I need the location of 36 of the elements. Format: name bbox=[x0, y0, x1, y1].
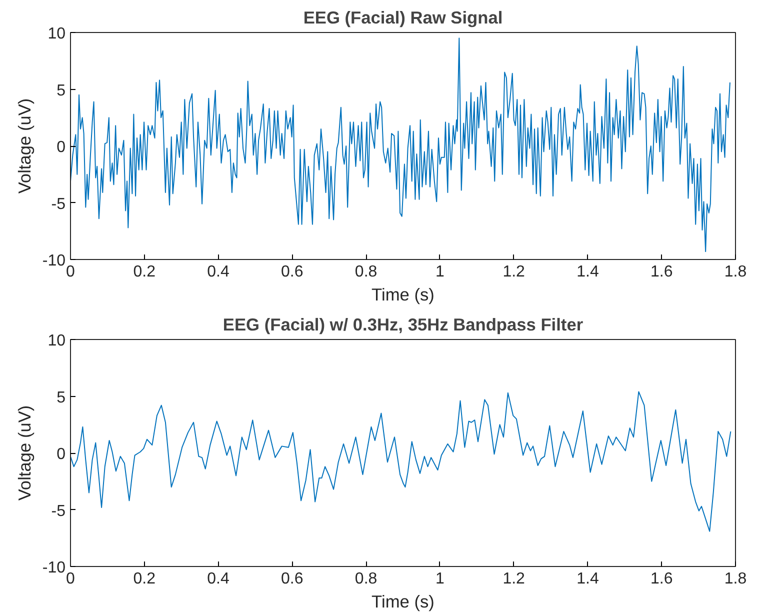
x-tick-label: 1.8 bbox=[724, 264, 747, 280]
line-series bbox=[70, 38, 730, 252]
y-tick-label: -5 bbox=[51, 196, 66, 213]
x-tick-label: 0.6 bbox=[281, 264, 304, 280]
x-tick-label: 1.6 bbox=[650, 570, 673, 588]
y-axis-title: Voltage (uV) bbox=[14, 98, 34, 194]
x-tick-label: 1 bbox=[435, 570, 444, 588]
x-tick-label: 1.4 bbox=[576, 264, 599, 280]
chart-title: EEG (Facial) Raw Signal bbox=[303, 8, 503, 28]
x-tick-label: 1.4 bbox=[576, 570, 599, 588]
x-tick-label: 1.2 bbox=[502, 264, 526, 280]
y-tick-label: 5 bbox=[56, 82, 66, 100]
x-axis-title: Time (s) bbox=[372, 284, 434, 304]
y-tick-label: 10 bbox=[48, 332, 66, 350]
x-tick-label: 0.2 bbox=[133, 570, 156, 588]
y-tick-label: 5 bbox=[56, 389, 66, 406]
y-tick-label: -10 bbox=[42, 560, 66, 576]
y-tick-label: 0 bbox=[56, 446, 66, 463]
x-axis-title: Time (s) bbox=[372, 592, 434, 612]
x-tick-label: 0.8 bbox=[354, 264, 378, 280]
x-tick-label: 0.6 bbox=[281, 570, 304, 588]
y-tick-label: -5 bbox=[51, 502, 66, 520]
x-tick-label: 0.4 bbox=[207, 570, 230, 588]
x-tick-label: 0.2 bbox=[133, 264, 156, 280]
line-series bbox=[70, 391, 732, 532]
y-tick-label: 0 bbox=[56, 139, 66, 156]
x-tick-label: 1.8 bbox=[724, 570, 747, 588]
y-tick-label: -10 bbox=[42, 252, 66, 270]
y-tick-label: 10 bbox=[48, 26, 66, 42]
x-tick-label: 1.6 bbox=[650, 264, 673, 280]
x-tick-label: 1.2 bbox=[502, 570, 526, 588]
x-tick-label: 1 bbox=[435, 264, 444, 280]
x-tick-label: 0.8 bbox=[354, 570, 378, 588]
chart-title: EEG (Facial) w/ 0.3Hz, 35Hz Bandpass Filter bbox=[222, 314, 584, 334]
x-tick-label: 0.4 bbox=[207, 264, 230, 280]
y-axis-title: Voltage (uV) bbox=[14, 405, 34, 501]
